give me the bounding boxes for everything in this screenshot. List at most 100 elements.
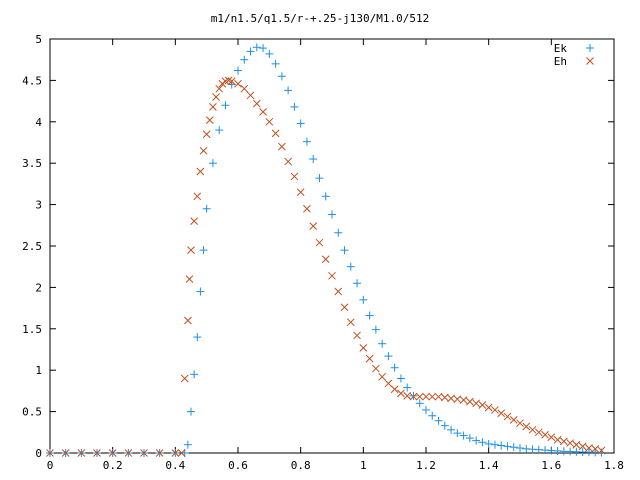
data-point-eh bbox=[353, 331, 361, 340]
data-point-ek bbox=[597, 448, 606, 457]
marker-d2 bbox=[597, 446, 606, 455]
marker-d2 bbox=[384, 379, 393, 388]
marker-d2 bbox=[372, 364, 380, 373]
marker-d2 bbox=[309, 222, 318, 230]
data-point-eh bbox=[185, 275, 194, 283]
marker-d2 bbox=[171, 449, 180, 457]
data-point-eh bbox=[334, 287, 343, 296]
data-point-eh bbox=[246, 91, 255, 100]
data-point-ek bbox=[384, 352, 393, 361]
marker-d2 bbox=[108, 449, 117, 457]
legend-marker-ek bbox=[586, 44, 594, 52]
data-point-ek bbox=[296, 119, 305, 128]
data-point-ek bbox=[503, 442, 512, 451]
data-point-ek bbox=[246, 47, 255, 56]
x-axis-ticks: 0 0.2 0.4 0.6 0.8 1 1.2 1.4 1.6 1.8 bbox=[47, 39, 624, 472]
marker-d2 bbox=[509, 416, 518, 424]
x-tick-label: 1.8 bbox=[604, 459, 624, 472]
data-point-eh bbox=[46, 449, 54, 457]
x-tick-label: 1.2 bbox=[416, 459, 436, 472]
marker-d2 bbox=[77, 449, 86, 457]
data-point-ek bbox=[187, 407, 195, 416]
data-point-ek bbox=[478, 438, 487, 447]
marker-d2 bbox=[246, 91, 255, 100]
data-point-eh bbox=[484, 403, 493, 412]
marker-d2 bbox=[447, 394, 455, 403]
data-point-ek bbox=[465, 434, 474, 443]
data-point-ek bbox=[490, 440, 499, 449]
data-point-eh bbox=[503, 412, 512, 421]
marker-d2 bbox=[234, 79, 242, 88]
data-point-ek bbox=[193, 333, 202, 342]
data-point-ek bbox=[208, 159, 217, 168]
marker-d2 bbox=[534, 428, 543, 437]
chart-title: m1/n1.5/q1.5/r-+.25-j130/M1.0/512 bbox=[211, 12, 430, 25]
data-point-eh bbox=[415, 392, 424, 401]
data-point-ek bbox=[365, 311, 374, 320]
x-tick-label: 1.4 bbox=[479, 459, 499, 472]
data-point-eh bbox=[155, 449, 164, 457]
data-point-eh bbox=[265, 117, 274, 126]
marker-d2 bbox=[93, 449, 101, 457]
data-point-eh bbox=[547, 433, 556, 442]
marker-d2 bbox=[397, 389, 405, 398]
data-point-eh bbox=[240, 84, 249, 93]
marker-d2 bbox=[259, 108, 267, 116]
data-point-eh bbox=[209, 103, 217, 111]
marker-d2 bbox=[578, 442, 587, 451]
marker-d2 bbox=[185, 275, 194, 283]
data-point-eh bbox=[108, 449, 117, 457]
data-point-eh bbox=[478, 401, 487, 409]
marker-d2 bbox=[284, 157, 292, 166]
data-point-eh bbox=[541, 430, 549, 439]
y-tick-label: 0 bbox=[35, 447, 42, 460]
data-point-ek bbox=[497, 441, 506, 450]
data-point-eh bbox=[434, 392, 443, 401]
data-point-ek bbox=[277, 72, 286, 81]
marker-d2 bbox=[193, 192, 202, 201]
data-point-eh bbox=[585, 444, 593, 452]
y-tick-label: 5 bbox=[35, 33, 42, 46]
marker-d2 bbox=[585, 444, 593, 452]
marker-d2 bbox=[553, 435, 562, 444]
data-point-eh bbox=[180, 374, 189, 383]
data-point-eh bbox=[259, 108, 267, 116]
data-point-ek bbox=[390, 363, 399, 372]
data-point-ek bbox=[371, 325, 380, 334]
marker-d2 bbox=[353, 331, 361, 340]
data-point-eh bbox=[453, 395, 462, 404]
legend-label-ek: Ek bbox=[554, 42, 568, 55]
data-point-eh bbox=[491, 406, 499, 414]
marker-d2 bbox=[212, 93, 220, 101]
data-point-ek bbox=[359, 295, 368, 304]
data-point-eh bbox=[509, 416, 518, 424]
data-point-eh bbox=[328, 271, 336, 280]
data-point-eh bbox=[196, 167, 205, 176]
data-point-ek bbox=[415, 399, 424, 408]
x-tick-label: 0 bbox=[47, 459, 54, 472]
data-point-eh bbox=[409, 392, 418, 401]
marker-d2 bbox=[202, 130, 211, 139]
data-point-eh bbox=[215, 84, 224, 93]
data-point-eh bbox=[296, 188, 305, 197]
data-point-eh bbox=[528, 425, 537, 434]
data-point-eh bbox=[321, 255, 330, 264]
data-point-ek bbox=[409, 391, 418, 400]
data-point-eh bbox=[359, 343, 368, 352]
data-point-eh bbox=[440, 393, 449, 402]
marker-d2 bbox=[124, 449, 133, 457]
marker-d2 bbox=[227, 77, 236, 86]
marker-d2 bbox=[466, 397, 474, 406]
x-tick-label: 1 bbox=[360, 459, 367, 472]
data-point-ek bbox=[309, 155, 318, 164]
marker-d2 bbox=[177, 449, 186, 457]
data-point-ek bbox=[516, 444, 524, 453]
data-point-ek bbox=[346, 262, 355, 271]
data-point-ek bbox=[302, 137, 311, 146]
marker-d2 bbox=[586, 57, 594, 65]
data-point-ek bbox=[396, 374, 405, 383]
marker-d2 bbox=[497, 409, 506, 418]
marker-d2 bbox=[541, 430, 549, 439]
data-point-eh bbox=[290, 172, 299, 181]
